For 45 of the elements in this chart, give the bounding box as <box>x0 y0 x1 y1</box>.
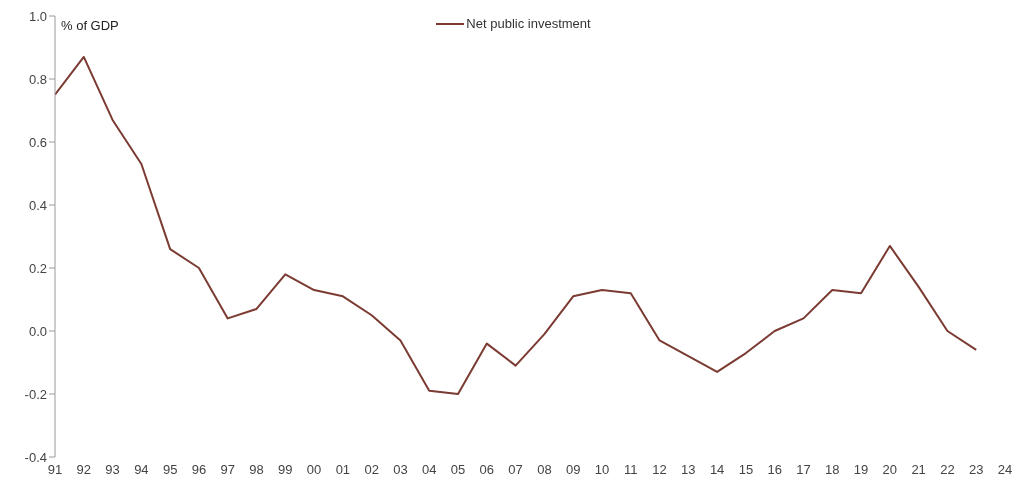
y-tick-label: -0.4 <box>24 449 47 465</box>
x-tick-label: 99 <box>278 462 293 478</box>
x-tick-label: 06 <box>479 462 495 478</box>
x-tick-label: 92 <box>76 462 92 478</box>
x-tick-label: 95 <box>162 462 178 478</box>
x-tick-label: 96 <box>191 462 207 478</box>
x-tick-label: 17 <box>796 462 811 478</box>
x-tick-label: 16 <box>767 462 782 478</box>
y-tick-label: 0.8 <box>28 71 47 87</box>
y-tick-label: 0.6 <box>28 134 47 150</box>
x-tick-label: 22 <box>940 462 955 478</box>
x-tick-label: 21 <box>911 462 926 478</box>
y-tick-label: -0.2 <box>24 386 47 402</box>
x-tick-label: 13 <box>681 462 696 478</box>
x-tick-label: 00 <box>306 462 322 478</box>
x-tick-label: 24 <box>997 462 1013 478</box>
x-tick-label: 15 <box>738 462 754 478</box>
x-tick-label: 20 <box>882 462 898 478</box>
x-tick-label: 03 <box>393 462 408 478</box>
x-tick-label: 04 <box>422 462 437 478</box>
x-tick-label: 93 <box>105 462 120 478</box>
x-tick-label: 02 <box>364 462 379 478</box>
x-tick-label: 97 <box>220 462 235 478</box>
x-tick-label: 01 <box>335 462 351 478</box>
x-tick-label: 98 <box>249 462 264 478</box>
legend-label: Net public investment <box>466 16 591 31</box>
x-tick-label: 12 <box>652 462 667 478</box>
y-tick-label: 1.0 <box>28 8 47 24</box>
x-tick-label: 11 <box>624 462 638 478</box>
x-tick-label: 07 <box>508 462 523 478</box>
y-tick-label: 0.4 <box>28 197 47 213</box>
line-series <box>55 55 978 395</box>
y-axis-title: % of GDP <box>61 18 119 33</box>
y-tick-label: 0.2 <box>28 260 47 276</box>
y-tick-label: 0.0 <box>28 323 47 339</box>
x-tick-label: 18 <box>825 462 840 478</box>
x-tick-label: 05 <box>450 462 466 478</box>
x-tick-label: 91 <box>47 462 63 478</box>
x-tick-label: 94 <box>134 462 149 478</box>
x-tick-label: 09 <box>565 462 581 478</box>
x-tick-label: 10 <box>594 462 610 478</box>
x-tick-label: 23 <box>968 462 984 478</box>
x-tick-label: 14 <box>709 462 725 478</box>
x-tick-label: 19 <box>853 462 869 478</box>
x-tick-label: 08 <box>537 462 552 478</box>
